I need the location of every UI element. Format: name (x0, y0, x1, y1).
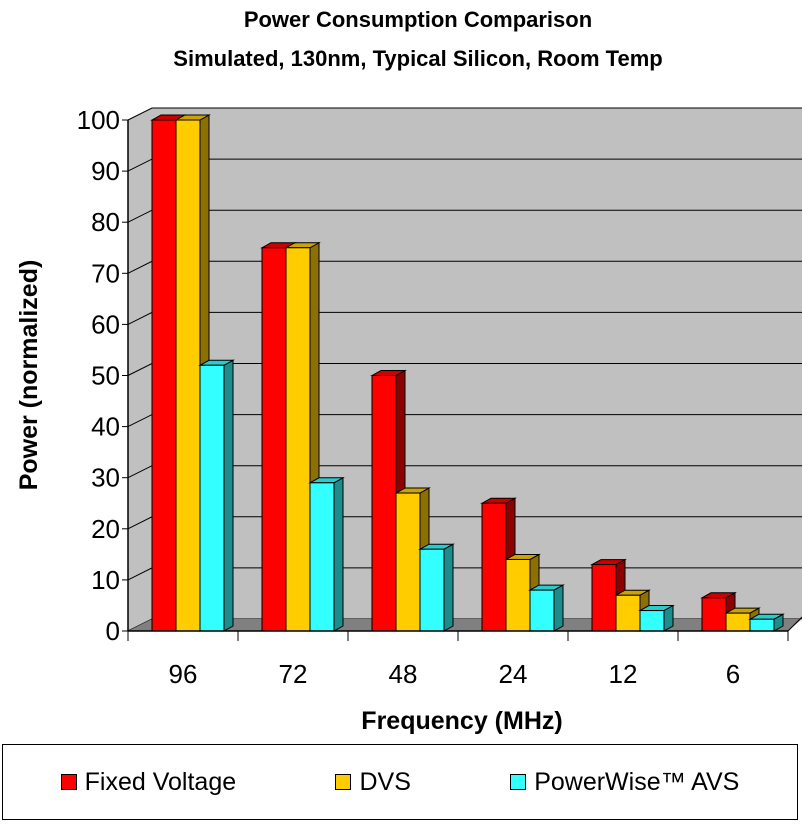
bar (638, 604, 675, 632)
bar-front (285, 247, 311, 632)
legend-label: Fixed Voltage (84, 767, 237, 796)
bar-front (175, 119, 201, 632)
bar-side (223, 359, 234, 632)
bar-front (371, 375, 397, 632)
y-tick-label: 60 (91, 309, 120, 339)
chart-title: Power Consumption Comparison (244, 7, 592, 32)
bar-front (725, 612, 751, 632)
bar-front (419, 548, 445, 632)
bar-side (553, 584, 564, 632)
bar (528, 584, 565, 632)
y-tick-label: 10 (91, 565, 120, 595)
y-tick-label: 70 (91, 258, 120, 288)
x-tick-label: 6 (726, 659, 740, 689)
bar (308, 476, 345, 632)
bar-front (199, 364, 225, 632)
x-tick-label: 24 (499, 659, 528, 689)
x-tick-label: 48 (389, 659, 418, 689)
bar-front (151, 119, 177, 632)
bar-front (701, 597, 727, 632)
legend-item: DVS (335, 767, 411, 797)
y-tick-label: 20 (91, 514, 120, 544)
gridline (127, 107, 802, 121)
y-tick-label: 50 (91, 361, 120, 391)
bar-front (591, 564, 617, 632)
legend-item: Fixed Voltage (60, 767, 237, 797)
legend-label: PowerWise™ AVS (534, 767, 740, 796)
legend-swatch (335, 774, 352, 790)
bar-front (615, 594, 641, 632)
y-tick-label: 80 (91, 207, 120, 237)
bar (198, 359, 235, 632)
x-axis: 96 72 48 24 12 6 (127, 616, 802, 689)
y-axis-label: Power (normalized) (15, 260, 43, 491)
legend: Fixed Voltage DVS PowerWise™ AVS (2, 744, 798, 820)
x-tick-label: 72 (279, 659, 308, 689)
bar-front (261, 247, 287, 632)
x-tick-label: 96 (169, 659, 198, 689)
bar-front (395, 492, 421, 632)
bar-front (639, 610, 665, 632)
y-tick-label: 0 (106, 616, 120, 646)
y-axis: 0 10 20 30 40 50 60 70 80 90 100 (77, 105, 129, 646)
x-axis-label: Frequency (MHz) (361, 707, 562, 735)
chart-subtitle: Simulated, 130nm, Typical Silicon, Room … (173, 46, 662, 71)
legend-item: PowerWise™ AVS (510, 768, 739, 797)
bar (748, 613, 785, 632)
bar-front (749, 618, 775, 632)
bars (150, 114, 785, 632)
y-tick-label: 30 (91, 463, 120, 493)
y-tick-label: 100 (77, 105, 120, 135)
y-tick-label: 90 (91, 156, 120, 186)
chart: Power Consumption Comparison Simulated, … (15, 7, 802, 735)
bar-side (333, 476, 344, 632)
bar (418, 543, 455, 632)
bar-side (443, 543, 454, 632)
bar-front (309, 482, 335, 632)
legend-swatch (510, 774, 527, 790)
x-axis-depth-edge (787, 616, 802, 632)
y-tick-label: 40 (91, 412, 120, 442)
bar-front (481, 502, 507, 632)
legend-label: DVS (359, 767, 411, 796)
bar-front (529, 589, 555, 632)
bar-front (505, 558, 531, 632)
legend-swatch (60, 774, 77, 790)
x-tick-label: 12 (609, 659, 638, 689)
